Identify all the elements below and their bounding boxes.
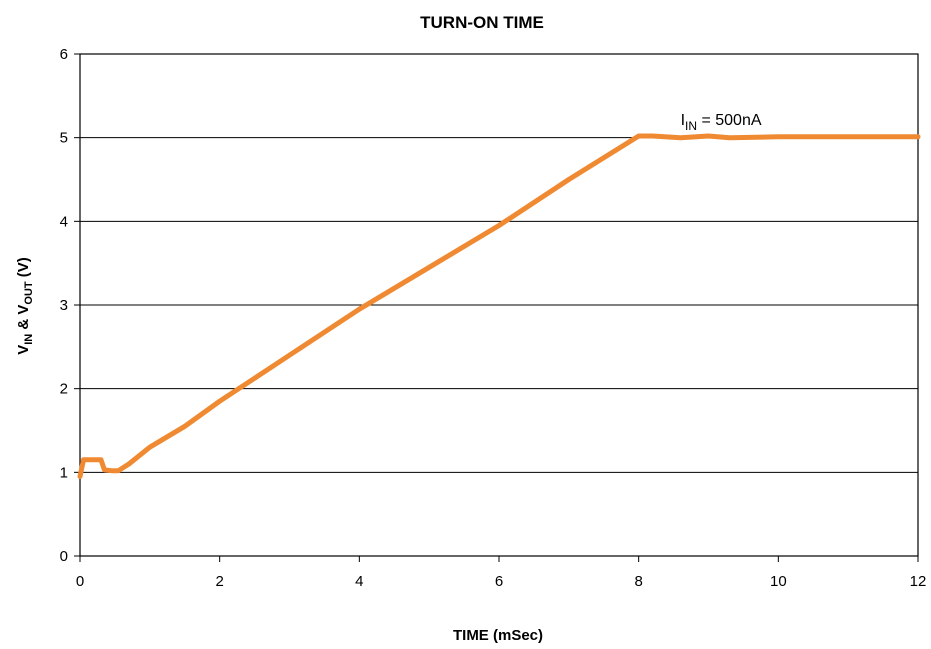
series-line <box>77 133 921 479</box>
x-tick-label: 8 <box>634 573 642 590</box>
x-tick-label: 10 <box>770 573 787 590</box>
x-tick-label: 2 <box>215 573 223 590</box>
x-tick-label: 0 <box>76 573 84 590</box>
grid <box>80 137 918 473</box>
y-tick-label: 6 <box>60 46 68 63</box>
y-tick-label: 0 <box>60 548 68 565</box>
x-tick-label: 12 <box>910 573 927 590</box>
y-tick-label: 2 <box>60 381 68 398</box>
y-tick-label: 4 <box>60 213 68 230</box>
y-tick-label: 1 <box>60 464 68 481</box>
series-layer <box>77 133 921 479</box>
y-axis-title: VIN & VOUT (V) <box>15 257 35 355</box>
x-tick-label: 6 <box>495 573 503 590</box>
x-tick-label: 4 <box>355 573 363 590</box>
x-axis-title: TIME (mSec) <box>453 627 543 644</box>
chart-title: TURN-ON TIME <box>420 13 544 32</box>
y-tick-label: 3 <box>60 297 68 314</box>
current-annotation: IIN = 500nA <box>681 112 762 133</box>
y-tick-label: 5 <box>60 130 68 147</box>
